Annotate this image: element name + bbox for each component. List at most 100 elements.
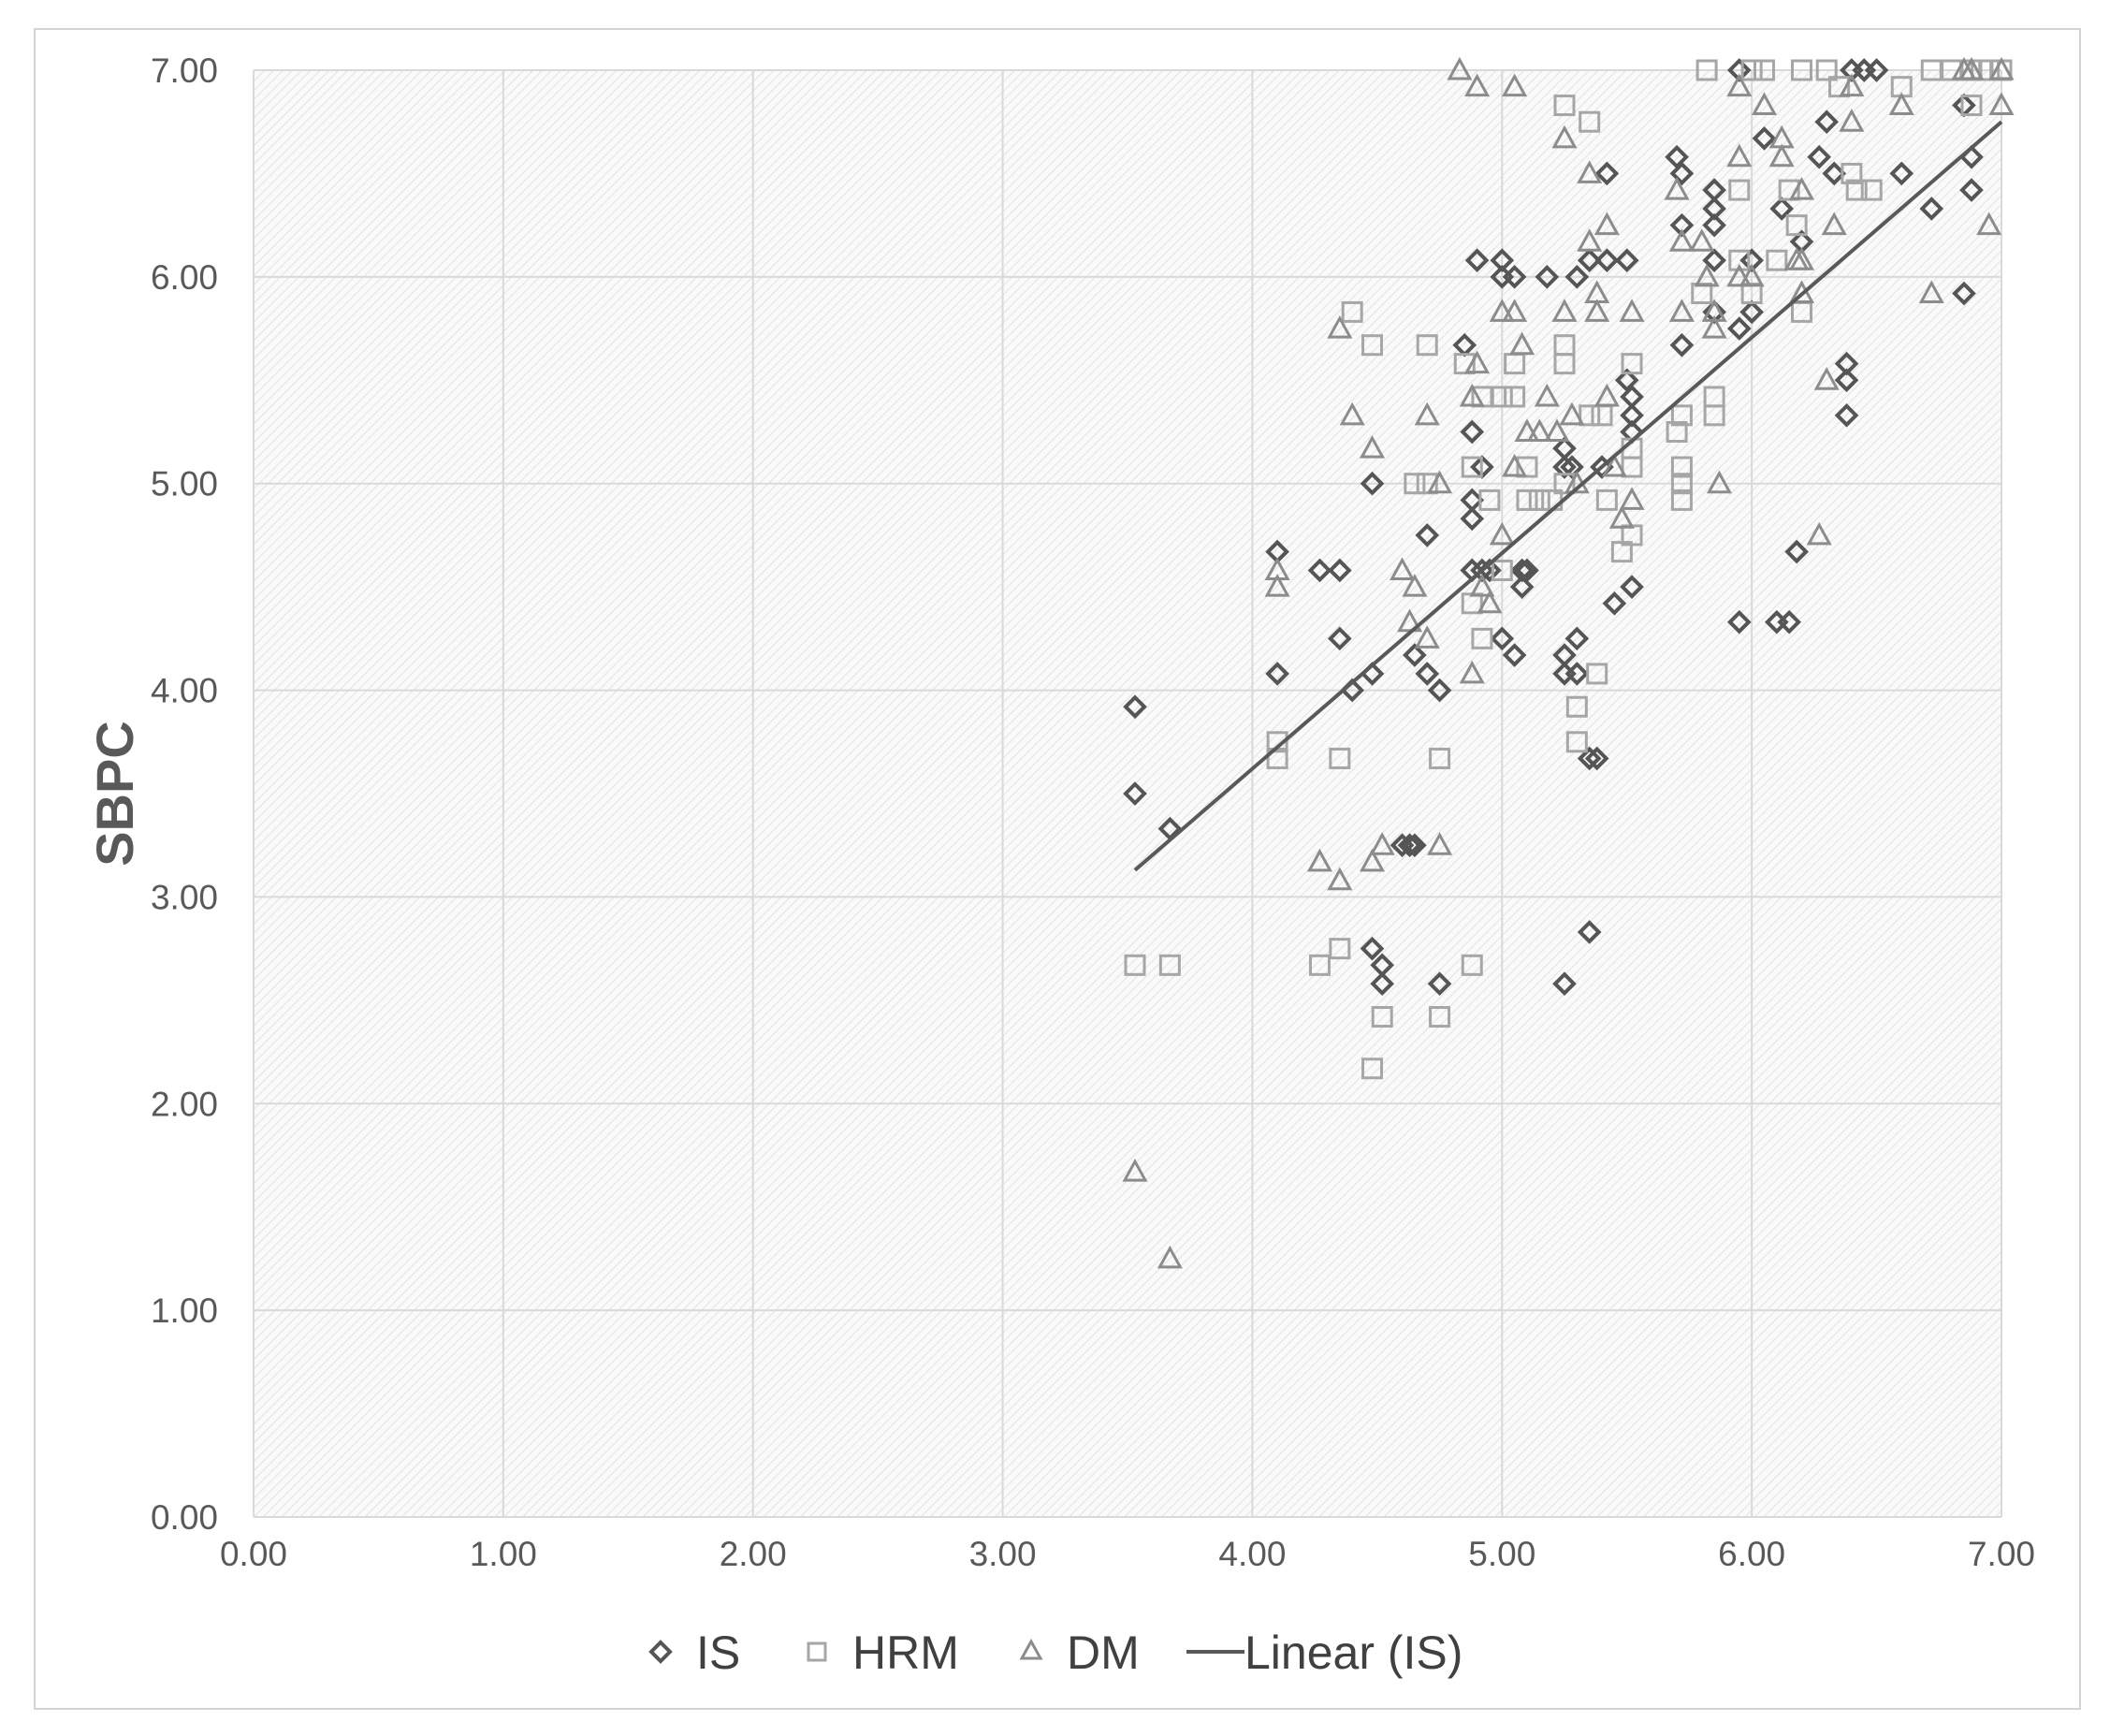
legend-hrm-marker bbox=[807, 1641, 827, 1662]
point-is bbox=[1415, 662, 1440, 686]
point-hrm bbox=[1666, 421, 1688, 443]
point-is bbox=[1265, 662, 1289, 686]
point-is bbox=[1814, 109, 1840, 135]
point-dm bbox=[1958, 56, 1985, 80]
point-is bbox=[1752, 126, 1777, 151]
point-hrm bbox=[1553, 95, 1576, 117]
point-dm bbox=[1619, 487, 1645, 510]
point-dm bbox=[1359, 435, 1386, 459]
point-is bbox=[1328, 558, 1352, 583]
point-hrm bbox=[1528, 489, 1550, 511]
point-hrm bbox=[1595, 489, 1618, 511]
point-is bbox=[1460, 419, 1485, 445]
point-is bbox=[1702, 212, 1726, 238]
point-dm bbox=[1694, 263, 1720, 287]
point-is bbox=[1614, 248, 1639, 273]
gridlines bbox=[253, 69, 2002, 1518]
point-dm bbox=[1584, 280, 1610, 304]
point-hrm bbox=[1960, 95, 1983, 117]
point-dm bbox=[1593, 212, 1620, 236]
point-dm bbox=[1414, 625, 1440, 649]
point-dm bbox=[1726, 143, 1753, 168]
point-dm bbox=[1601, 453, 1627, 477]
point-dm bbox=[1489, 299, 1515, 322]
point-hrm bbox=[1361, 334, 1384, 357]
point-dm bbox=[1509, 331, 1535, 356]
point-dm bbox=[1464, 73, 1491, 97]
point-hrm bbox=[1361, 1058, 1384, 1080]
point-is bbox=[1360, 471, 1385, 496]
point-hrm bbox=[1461, 456, 1483, 478]
point-dm bbox=[1668, 228, 1695, 252]
point-hrm bbox=[1778, 179, 1800, 201]
point-hrm bbox=[1586, 663, 1608, 685]
point-dm bbox=[1514, 418, 1540, 442]
point-is bbox=[1564, 626, 1590, 651]
point-hrm bbox=[1860, 179, 1883, 201]
point-dm bbox=[1918, 280, 1944, 304]
point-dm bbox=[1821, 212, 1847, 236]
point-hrm bbox=[1478, 489, 1501, 511]
point-is bbox=[1490, 626, 1515, 651]
point-dm bbox=[1788, 280, 1815, 304]
point-dm bbox=[1593, 383, 1620, 407]
y-tick-label: 7.00 bbox=[151, 51, 218, 90]
point-is bbox=[1769, 197, 1794, 221]
point-is bbox=[1360, 936, 1385, 961]
point-hrm bbox=[1670, 489, 1693, 511]
point-hrm bbox=[1815, 59, 1838, 81]
point-is bbox=[1726, 58, 1752, 82]
point-is bbox=[1460, 506, 1485, 532]
point-is bbox=[1919, 197, 1944, 221]
point-is bbox=[1726, 609, 1752, 635]
point-is bbox=[1594, 161, 1620, 186]
point-dm bbox=[1584, 299, 1610, 322]
y-axis-label: SBPC bbox=[85, 721, 144, 867]
point-is bbox=[1464, 248, 1490, 273]
point-dm bbox=[1327, 314, 1353, 339]
point-hrm bbox=[1553, 353, 1576, 375]
y-tick-label: 2.00 bbox=[151, 1085, 218, 1123]
point-is bbox=[1123, 781, 1147, 806]
y-tick-label: 6.00 bbox=[151, 258, 218, 297]
point-hrm bbox=[1404, 473, 1426, 495]
point-is bbox=[1834, 403, 1859, 428]
point-dm bbox=[1157, 1245, 1183, 1269]
point-dm bbox=[1664, 176, 1690, 200]
point-hrm bbox=[1766, 249, 1788, 271]
point-dm bbox=[1502, 299, 1528, 322]
legend-trendline-label: Linear (IS) bbox=[1244, 1627, 1462, 1679]
point-is bbox=[1959, 178, 1984, 202]
legend-dm-label: DM bbox=[1067, 1627, 1140, 1679]
point-dm bbox=[1988, 92, 2015, 116]
point-dm bbox=[1768, 143, 1795, 168]
point-hrm bbox=[1978, 59, 2001, 81]
point-dm bbox=[1459, 383, 1485, 407]
legend-is-marker bbox=[648, 1640, 673, 1664]
point-is bbox=[1777, 609, 1801, 635]
point-is bbox=[1397, 833, 1422, 858]
x-tick-label: 3.00 bbox=[969, 1535, 1037, 1573]
point-is bbox=[1669, 161, 1695, 186]
point-dm bbox=[1464, 350, 1491, 374]
point-is bbox=[1403, 643, 1427, 667]
point-is bbox=[1535, 265, 1560, 289]
point-dm bbox=[1726, 73, 1753, 97]
point-dm bbox=[1502, 73, 1528, 97]
legend-dm-marker bbox=[1019, 1638, 1043, 1660]
point-hrm bbox=[1845, 179, 1868, 201]
x-tick-label: 5.00 bbox=[1468, 1535, 1535, 1573]
point-is bbox=[1515, 558, 1539, 583]
point-is bbox=[1620, 575, 1644, 599]
point-hrm bbox=[1329, 747, 1351, 769]
y-tick-label: 3.00 bbox=[151, 878, 218, 916]
point-hrm bbox=[1565, 695, 1588, 718]
point-hrm bbox=[1670, 404, 1693, 427]
point-is bbox=[1784, 539, 1810, 564]
point-hrm bbox=[1841, 162, 1863, 184]
point-dm bbox=[1888, 92, 1914, 116]
y-tick-label: 0.00 bbox=[151, 1498, 218, 1537]
x-tick-label: 4.00 bbox=[1218, 1535, 1286, 1573]
point-dm bbox=[1619, 299, 1645, 322]
x-tick-label: 6.00 bbox=[1718, 1535, 1785, 1573]
